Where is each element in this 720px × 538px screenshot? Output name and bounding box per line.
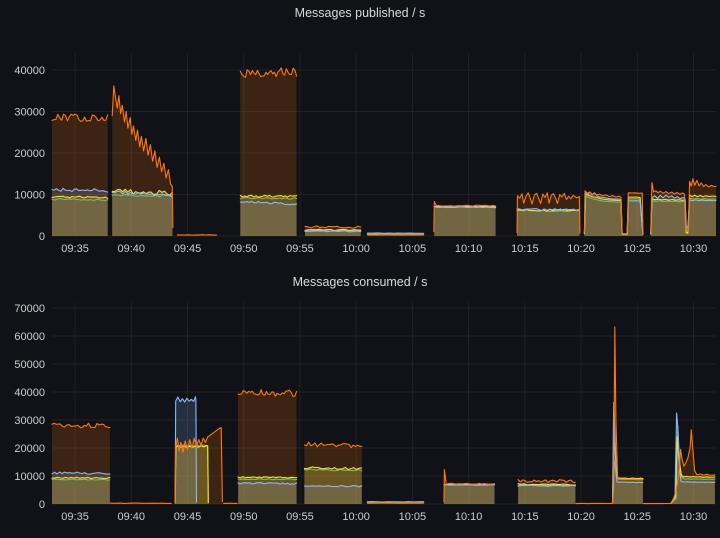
- panel-messages-published: Messages published / s 0 10000 20000 30000 4…: [0, 6, 720, 269]
- x-tick-label: 09:55: [286, 243, 314, 255]
- x-tick-label: 10:00: [342, 511, 370, 523]
- y-tick-label: 10000: [14, 471, 45, 483]
- x-tick-label: 10:20: [567, 511, 595, 523]
- series-light-blue-fill: [52, 188, 716, 236]
- series-orange-line: [51, 326, 716, 505]
- x-tick-label: 09:50: [230, 511, 258, 523]
- x-tick-label: 10:25: [624, 243, 652, 255]
- published-panel-title: Messages published / s: [294, 6, 426, 20]
- panel-messages-consumed: Messages consumed / s 0 10000 20000 30000 40…: [0, 269, 720, 538]
- x-tick-label: 10:00: [342, 243, 370, 255]
- published-chart-canvas[interactable]: 0 10000 20000 30000 40000 09:35 09:40 09:45 09:5…: [0, 26, 720, 269]
- y-tick-label: 30000: [14, 107, 45, 119]
- x-tick-label: 09:35: [61, 511, 89, 523]
- x-tick-label: 09:55: [286, 511, 314, 523]
- series-green-fill: [52, 426, 715, 504]
- x-tick-label: 09:45: [174, 511, 202, 523]
- x-tick-label: 10:05: [399, 511, 427, 523]
- x-tick-label: 10:10: [455, 511, 483, 523]
- y-tick-label: 20000: [14, 148, 45, 160]
- x-tick-label: 10:05: [399, 243, 427, 255]
- x-tick-label: 09:45: [174, 243, 202, 255]
- consumed-chart-canvas[interactable]: 0 10000 20000 30000 40000 50000 60000 70000 09:3…: [0, 295, 720, 538]
- y-tick-label: 20000: [14, 443, 45, 455]
- x-tick-label: 10:25: [624, 511, 652, 523]
- y-tick-label: 30000: [14, 415, 45, 427]
- x-tick-label: 10:10: [455, 243, 483, 255]
- y-tick-label: 40000: [14, 65, 45, 77]
- series-light-blue-line: [51, 396, 716, 504]
- x-tick-label: 09:40: [118, 243, 146, 255]
- series-green-fill: [52, 194, 716, 236]
- y-tick-label: 10000: [14, 190, 45, 202]
- x-tick-label: 10:30: [680, 243, 708, 255]
- y-tick-label: 60000: [14, 331, 45, 343]
- series-light-blue-line: [51, 187, 717, 235]
- x-tick-label: 09:40: [118, 511, 146, 523]
- series-yellow-fill: [52, 189, 716, 236]
- x-tick-label: 10:15: [511, 243, 539, 255]
- y-tick-label: 0: [39, 231, 45, 243]
- x-tick-label: 09:50: [230, 243, 258, 255]
- series-light-blue-fill: [52, 396, 715, 504]
- y-tick-label: 70000: [14, 303, 45, 315]
- y-tick-label: 40000: [14, 387, 45, 399]
- x-tick-label: 10:30: [680, 511, 708, 523]
- x-tick-label: 10:20: [567, 243, 595, 255]
- x-tick-label: 09:35: [61, 243, 89, 255]
- series-orange-fill: [52, 327, 715, 504]
- series-orange-fill: [52, 67, 716, 236]
- x-tick-label: 10:15: [511, 511, 539, 523]
- series-orange-line: [51, 67, 717, 236]
- consumed-panel-title: Messages consumed / s: [292, 275, 428, 289]
- y-tick-label: 0: [39, 499, 45, 511]
- y-tick-label: 50000: [14, 359, 45, 371]
